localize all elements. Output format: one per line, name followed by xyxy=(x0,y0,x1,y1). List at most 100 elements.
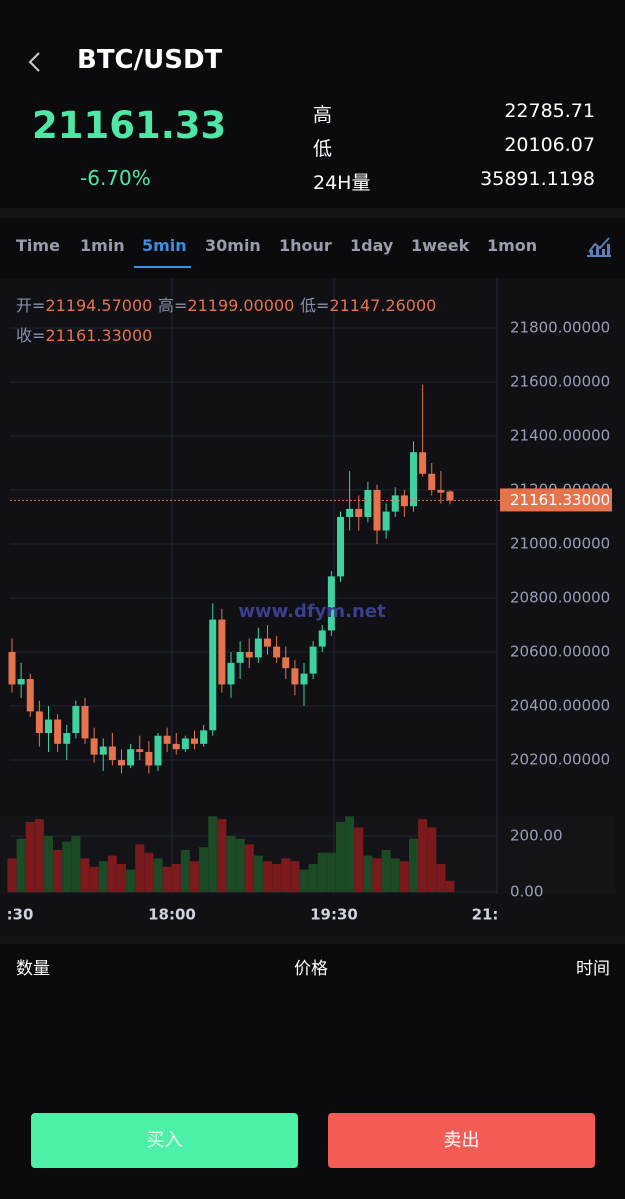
ohlc-info: 高=21199.00000 xyxy=(158,296,294,315)
stat-value: 35891.1198 xyxy=(480,168,595,190)
volume-bar xyxy=(308,863,318,892)
candle-body xyxy=(99,746,107,755)
tab[interactable]: 30min xyxy=(205,236,261,255)
current-price-box xyxy=(500,488,612,512)
candle-body xyxy=(8,652,16,685)
ohlc-label: 开= xyxy=(16,296,45,315)
volume-bar xyxy=(153,858,163,892)
y-tick-label: 20400.00000 xyxy=(510,697,610,715)
divider xyxy=(0,208,625,218)
y-tick-label: 20600.00000 xyxy=(510,643,610,661)
tab[interactable]: 1min xyxy=(80,236,125,255)
y-tick-label: 21000.00000 xyxy=(510,535,610,553)
volume-bar xyxy=(381,849,391,892)
candle-body xyxy=(200,730,208,744)
volume-bar xyxy=(235,838,245,892)
y-tick-label: 20200.00000 xyxy=(510,751,610,769)
candle-body xyxy=(291,668,299,685)
ohlc-label: 高= xyxy=(158,296,187,315)
candle-body xyxy=(63,733,71,744)
back-button[interactable] xyxy=(24,50,44,74)
tab[interactable]: 1week xyxy=(411,236,470,255)
candle-body xyxy=(72,706,80,734)
ohlc-label: 收= xyxy=(16,326,45,345)
volume-bar xyxy=(326,852,336,892)
candle-body xyxy=(227,662,235,685)
candle-body xyxy=(410,452,417,507)
ohlc-value: 21161.33000 xyxy=(45,326,152,345)
volume-bar xyxy=(71,835,81,892)
candle-body xyxy=(437,489,445,493)
divider xyxy=(0,936,625,944)
volume-bar xyxy=(16,838,26,892)
tab[interactable]: 5min xyxy=(142,236,187,255)
buy-button[interactable]: 买入 xyxy=(31,1113,298,1168)
volume-bar xyxy=(363,855,373,892)
candle-body xyxy=(108,746,116,761)
indicator-icon[interactable] xyxy=(585,234,613,258)
x-tick-label: :30 xyxy=(7,906,34,924)
tab[interactable]: 1hour xyxy=(279,236,332,255)
volume-bar xyxy=(171,863,181,892)
volume-bar xyxy=(436,863,446,892)
candle-body xyxy=(327,576,335,631)
candle-body xyxy=(264,638,271,647)
candle-body xyxy=(90,738,98,755)
volume-bar xyxy=(53,849,63,892)
volume-bar xyxy=(208,816,218,892)
volume-bar xyxy=(126,869,136,892)
candle-body xyxy=(191,738,198,744)
tab-underline xyxy=(134,266,191,268)
volume-bar xyxy=(199,847,209,892)
title: BTC/USDT xyxy=(77,45,223,75)
stat-label: 24H量 xyxy=(313,172,371,194)
candle-body xyxy=(154,735,162,766)
candle-body xyxy=(391,495,399,512)
volume-bar xyxy=(144,852,154,892)
candle-body xyxy=(419,452,427,474)
candle-body xyxy=(163,735,171,744)
volume-bar xyxy=(418,819,428,892)
tab[interactable]: Time xyxy=(16,236,60,255)
candle-body xyxy=(45,719,52,734)
volume-bar xyxy=(399,861,409,892)
x-tick-label: 21: xyxy=(472,906,499,924)
volume-bar xyxy=(117,863,126,892)
volume-bar xyxy=(253,855,263,892)
candle-body xyxy=(400,495,408,507)
candle-body xyxy=(446,491,454,501)
candle-body xyxy=(337,516,344,577)
volume-bar xyxy=(7,858,17,892)
volume-bar xyxy=(190,861,199,892)
volume-bar xyxy=(226,835,236,892)
candle-body xyxy=(236,652,244,663)
tab[interactable]: 1mon xyxy=(487,236,538,255)
volume-bar xyxy=(25,821,35,892)
volume-bar xyxy=(272,863,282,892)
sell-button[interactable]: 卖出 xyxy=(328,1113,595,1168)
stat-value: 22785.71 xyxy=(504,100,595,122)
stat-value: 20106.07 xyxy=(504,134,595,156)
col-price: 价格 xyxy=(294,959,328,979)
candle-body xyxy=(346,508,354,517)
candle-body xyxy=(254,638,262,658)
candle-body xyxy=(300,673,308,685)
col-qty: 数量 xyxy=(16,959,50,979)
volume-bar xyxy=(354,827,364,892)
candle-body xyxy=(318,630,326,647)
volume-bar xyxy=(135,844,145,892)
x-tick-label: 19:30 xyxy=(310,906,358,924)
y-tick-label: 20800.00000 xyxy=(510,589,610,607)
volume-bar xyxy=(80,858,90,892)
candle-body xyxy=(373,489,381,531)
vol-tick-label: 0.00 xyxy=(510,883,543,901)
candle-body xyxy=(355,508,363,517)
candle-body xyxy=(282,657,290,669)
tab[interactable]: 1day xyxy=(350,236,394,255)
volume-bar xyxy=(390,858,400,892)
vol-tick-label: 200.00 xyxy=(510,826,563,844)
current-price-label: 21161.33000 xyxy=(510,491,610,509)
volume-bar xyxy=(62,841,72,892)
candle-body xyxy=(145,751,153,766)
